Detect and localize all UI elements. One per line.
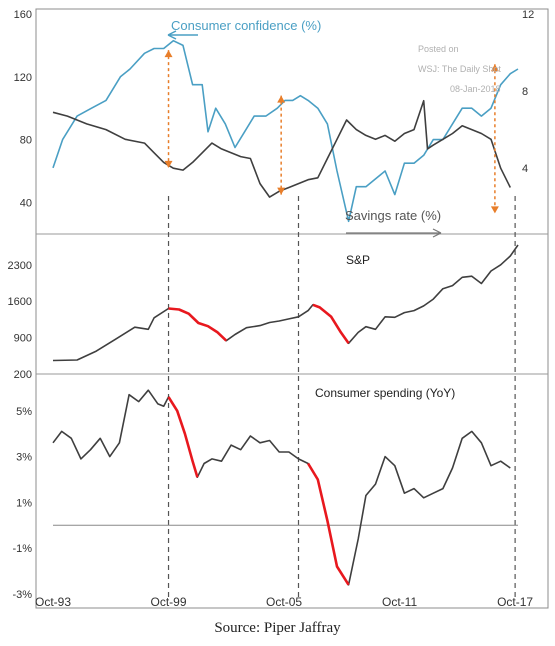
spending-tick-label: 5% [16, 406, 32, 418]
spending-line [52, 389, 511, 586]
sp-tick-label: 200 [14, 369, 32, 381]
x-tick-label: Oct-05 [266, 595, 302, 609]
spending-highlight [306, 462, 350, 586]
chart-border [35, 8, 549, 609]
left-tick-label: 40 [20, 197, 32, 209]
arrow-head-down [490, 206, 499, 214]
watermark-line-1: Posted on [418, 44, 459, 54]
spending-label: Consumer spending (YoY) [315, 386, 455, 400]
watermark: Posted on WSJ: The Daily Shot 08-Jan-201… [418, 44, 501, 94]
watermark-line-2: WSJ: The Daily Shot [418, 64, 501, 74]
spending-tick-label: -1% [12, 543, 32, 555]
savings-label: Savings rate (%) [345, 208, 441, 223]
left-tick-label: 120 [14, 72, 32, 84]
spending-highlight [167, 396, 199, 478]
arrow-head-down [164, 160, 173, 168]
sp-tick-label: 2300 [8, 260, 32, 272]
x-tick-label: Oct-99 [151, 595, 187, 609]
left-arrow-icon [167, 30, 198, 40]
arrow-head-up [164, 50, 173, 58]
right-arrow-icon [346, 228, 442, 238]
sp-highlight [168, 307, 228, 342]
confidence-line [52, 39, 519, 223]
spending-tick-label: -3% [12, 589, 32, 601]
left-tick-label: 80 [20, 135, 32, 147]
right-tick-label: 4 [522, 163, 528, 175]
right-tick-label: 12 [522, 9, 534, 21]
sp-label: S&P [346, 253, 370, 267]
sp-tick-label: 1600 [8, 296, 32, 308]
left-tick-label: 160 [14, 9, 32, 21]
x-tick-label: Oct-93 [35, 595, 71, 609]
arrow-head-up [277, 95, 286, 103]
arrow-head-down [277, 187, 286, 195]
arrow-head-up [490, 64, 499, 72]
watermark-line-3: 08-Jan-2018 [450, 84, 501, 94]
x-tick-label: Oct-11 [382, 595, 417, 609]
x-tick-label: Oct-17 [497, 595, 533, 609]
source-caption: Source: Piper Jaffray [214, 620, 341, 636]
confidence-label: Consumer confidence (%) [171, 18, 321, 33]
sp-tick-label: 900 [14, 333, 32, 345]
right-tick-label: 8 [522, 86, 528, 98]
sp-highlight [312, 303, 350, 345]
spending-tick-label: 3% [16, 452, 32, 464]
spending-tick-label: 1% [16, 497, 32, 509]
